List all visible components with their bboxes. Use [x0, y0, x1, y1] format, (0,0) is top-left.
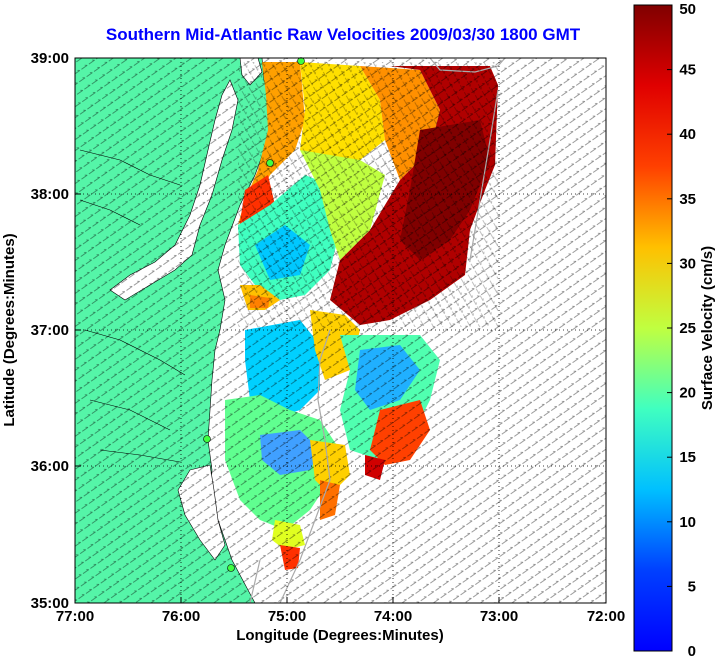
radar-site-marker [297, 57, 305, 65]
colorbar-tick-label: 0 [688, 643, 696, 659]
colorbar [633, 4, 673, 652]
colorbar-tick-label: 10 [679, 514, 696, 531]
x-tick-label: 73:00 [480, 608, 518, 625]
colorbar-tick-label: 35 [679, 191, 696, 208]
x-axis-label: Longitude (Degrees:Minutes) [236, 627, 444, 644]
colorbar-ticks: 0 5 10 15 20 25 30 35 40 45 50 [667, 1, 696, 659]
x-tick-label: 77:00 [56, 608, 94, 625]
colorbar-tick-label: 50 [679, 1, 696, 18]
y-axis-label: Latitude (Degrees:Minutes) [1, 233, 18, 426]
colorbar-label: Surface Velocity (cm/s) [699, 246, 716, 410]
colorbar-tick-label: 25 [679, 320, 696, 337]
x-tick-label: 75:00 [268, 608, 306, 625]
colorbar-tick-label: 15 [679, 449, 696, 466]
y-tick-label: 38:00 [31, 186, 69, 203]
x-tick-label: 76:00 [162, 608, 200, 625]
radar-site-marker [266, 159, 274, 167]
y-tick-label: 35:00 [31, 595, 69, 612]
tick-marks [74, 57, 607, 604]
radar-site-marker [227, 564, 235, 572]
velocity-arrows [238, 62, 498, 327]
colorbar-tick-label: 20 [679, 385, 696, 402]
radar-sites [203, 57, 305, 572]
grid [75, 58, 606, 603]
y-tick-label: 39:00 [31, 50, 69, 67]
x-tick-label: 74:00 [374, 608, 412, 625]
colorbar-tick-label: 30 [679, 255, 696, 272]
radar-site-marker [203, 435, 211, 443]
colorbar-tick-label: 45 [679, 62, 696, 79]
x-tick-label: 72:00 [587, 608, 625, 625]
y-tick-label: 37:00 [31, 322, 69, 339]
chart-title: Southern Mid-Atlantic Raw Velocities 200… [106, 25, 581, 44]
y-tick-label: 36:00 [31, 458, 69, 475]
colorbar-tick-label: 40 [679, 126, 696, 143]
colorbar-tick-label: 5 [688, 578, 696, 595]
